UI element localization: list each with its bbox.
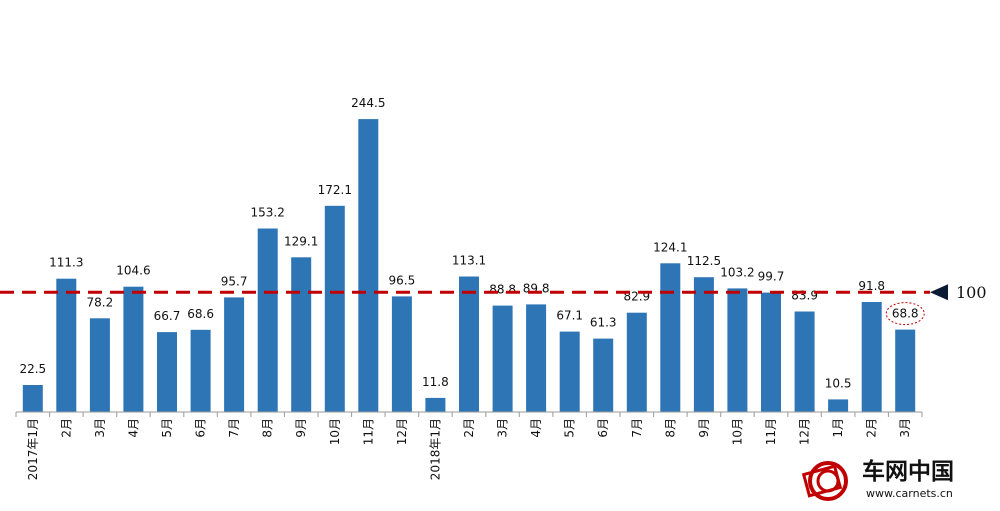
- data-label: 61.3: [590, 316, 617, 330]
- watermark-brand: 车网中国: [862, 458, 954, 485]
- data-label: 112.5: [687, 254, 721, 268]
- category-label: 7月: [227, 418, 241, 438]
- data-label: 99.7: [758, 270, 785, 284]
- bar: [559, 331, 580, 412]
- bar: [157, 332, 177, 412]
- data-label: 244.5: [351, 96, 385, 110]
- bar: [224, 297, 245, 412]
- data-label: 83.9: [791, 289, 818, 303]
- category-label: 5月: [160, 418, 174, 438]
- reference-line-group: 100: [0, 283, 987, 302]
- bar: [391, 296, 412, 412]
- highlight-circle: [885, 302, 925, 326]
- category-label: 2月: [462, 418, 476, 438]
- data-label: 91.8: [858, 279, 885, 293]
- value-labels-layer: 22.5 111.3 78.2 104.6 66.7 68.6 95.7 153.2 129.1…: [19, 96, 925, 390]
- category-label: 2017年1月: [26, 418, 40, 480]
- bar: [794, 311, 815, 412]
- category-label: 3月: [898, 418, 912, 438]
- data-label: 129.1: [284, 234, 318, 248]
- bar: [257, 228, 278, 412]
- bar: [626, 312, 647, 412]
- data-label: 68.6: [187, 307, 214, 321]
- data-label: 153.2: [251, 206, 285, 220]
- category-label: 2月: [865, 418, 879, 438]
- category-label: 10月: [328, 418, 342, 445]
- bar: [123, 286, 144, 412]
- bar: [425, 397, 446, 412]
- bar: [861, 302, 882, 412]
- category-label: 7月: [630, 418, 644, 438]
- category-label: 6月: [596, 418, 610, 438]
- data-label: 11.8: [422, 375, 449, 389]
- category-label: 9月: [294, 418, 308, 438]
- category-label: 3月: [93, 418, 107, 438]
- carnets-logo-icon: [801, 461, 848, 501]
- category-label: 12月: [395, 418, 409, 445]
- data-label: 78.2: [87, 295, 114, 309]
- bar: [895, 329, 916, 412]
- bar: [660, 263, 681, 412]
- data-label: 88.8: [489, 283, 516, 297]
- bar: [89, 318, 110, 412]
- data-label: 67.1: [556, 309, 583, 323]
- watermark-logo: 车网中国 www.carnets.cn: [801, 458, 954, 501]
- category-label: 8月: [663, 418, 677, 438]
- data-label: 66.7: [154, 309, 181, 323]
- category-label: 8月: [261, 418, 275, 438]
- category-label: 6月: [194, 418, 208, 438]
- bars-layer: [22, 119, 916, 412]
- category-label: 11月: [764, 418, 778, 445]
- category-label: 10月: [730, 418, 744, 445]
- category-label: 2018年1月: [428, 418, 442, 480]
- data-label: 103.2: [720, 265, 754, 279]
- bar: [358, 119, 379, 412]
- data-label: 96.5: [389, 273, 416, 287]
- category-label: 3月: [496, 418, 510, 438]
- data-label: 124.1: [653, 240, 687, 254]
- category-label: 12月: [798, 418, 812, 445]
- bar: [22, 385, 43, 412]
- x-axis: [15, 411, 923, 417]
- bar: [593, 338, 614, 412]
- data-label: 95.7: [221, 274, 248, 288]
- reference-line-label: 100: [956, 283, 987, 302]
- data-label: 22.5: [19, 362, 46, 376]
- bar: [526, 304, 547, 412]
- bar: [727, 288, 748, 412]
- watermark-url: www.carnets.cn: [866, 487, 953, 500]
- category-label: 9月: [697, 418, 711, 438]
- bar: [459, 276, 479, 412]
- category-label: 1月: [831, 418, 845, 438]
- bar: [828, 399, 849, 412]
- data-label: 113.1: [452, 254, 486, 268]
- bar: [693, 277, 714, 412]
- data-label: 10.5: [825, 376, 852, 390]
- reference-marker-icon: [930, 284, 948, 301]
- bar: [492, 305, 513, 412]
- data-label: 104.6: [116, 264, 150, 278]
- data-label: 68.8: [892, 307, 919, 321]
- category-label: 11月: [361, 418, 375, 445]
- bar: [324, 205, 345, 412]
- data-label: 172.1: [318, 183, 352, 197]
- category-labels-layer: 2017年1月 2月 3月 4月 5月 6月 7月 8月 9月 10月 11月 12月 2018年1月 2…: [26, 418, 912, 480]
- category-label: 4月: [529, 418, 543, 438]
- category-label: 4月: [126, 418, 140, 438]
- category-label: 5月: [563, 418, 577, 438]
- bar: [291, 257, 312, 412]
- data-label: 111.3: [49, 256, 83, 270]
- category-label: 2月: [59, 418, 73, 438]
- bar: [56, 278, 77, 412]
- bar: [761, 292, 781, 412]
- bar: [190, 329, 211, 412]
